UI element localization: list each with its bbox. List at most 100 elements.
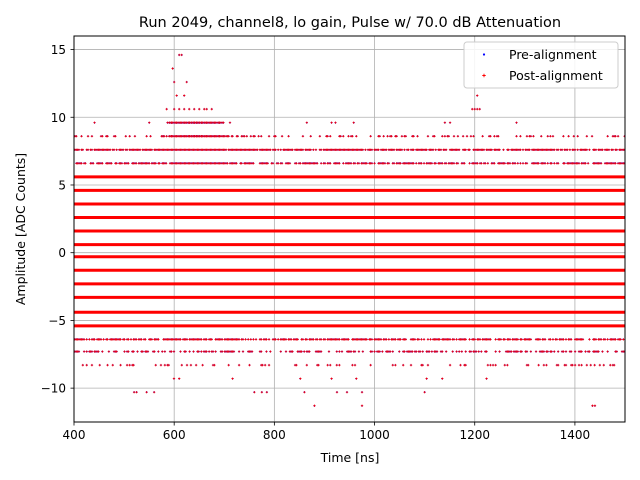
point-post [489, 135, 492, 138]
point-post [452, 338, 456, 341]
point-post [392, 162, 396, 165]
point-post [165, 135, 168, 138]
point-post [468, 338, 471, 341]
point-post [108, 148, 112, 151]
point-post [546, 350, 549, 353]
point-post [164, 162, 168, 165]
point-post [489, 363, 492, 367]
point-post [226, 162, 229, 165]
point-post [329, 162, 332, 165]
point-post [194, 363, 198, 367]
point-post [152, 391, 156, 394]
point-post [303, 350, 306, 353]
point-post [353, 363, 357, 367]
point-post [203, 121, 206, 124]
point-post [90, 363, 94, 367]
point-post [205, 107, 208, 111]
point-post [274, 338, 277, 341]
point-post [519, 162, 522, 165]
point-post [486, 363, 490, 367]
point-post [607, 148, 611, 151]
point-post [516, 350, 520, 353]
point-post [489, 338, 492, 341]
point-post [119, 338, 122, 341]
point-post [538, 338, 542, 341]
point-post [188, 350, 191, 353]
point-post [309, 135, 312, 138]
point-post [615, 350, 618, 353]
point-post [491, 363, 495, 367]
point-post [394, 338, 397, 341]
point-post [326, 363, 329, 367]
point-post [556, 363, 560, 367]
point-post [123, 338, 126, 341]
y-axis-label: Amplitude [ADC Counts] [13, 153, 28, 305]
point-post [540, 135, 543, 138]
point-post [537, 363, 540, 367]
point-post [431, 148, 435, 151]
point-post [319, 162, 323, 165]
point-post [473, 107, 476, 111]
point-post [75, 135, 78, 138]
point-post [515, 135, 518, 138]
point-post [198, 121, 201, 124]
point-post [564, 338, 568, 341]
point-post [439, 148, 443, 151]
point-post [128, 363, 131, 367]
point-post [591, 404, 594, 407]
point-post [400, 148, 404, 151]
point-post [444, 350, 448, 353]
point-post [537, 162, 540, 165]
point-post [335, 363, 338, 367]
point-post [370, 162, 374, 165]
point-post [614, 135, 617, 138]
point-post [245, 135, 249, 138]
point-post [77, 148, 81, 151]
point-post [455, 350, 458, 353]
point-post [81, 148, 85, 151]
point-post [434, 162, 437, 165]
point-post [312, 148, 315, 151]
point-post [433, 135, 436, 138]
point-post [342, 162, 345, 165]
point-post [115, 148, 118, 151]
point-post [305, 121, 309, 124]
point-post [370, 350, 374, 353]
point-post [135, 338, 138, 341]
point-post [342, 135, 345, 138]
point-post [573, 350, 577, 353]
point-post [136, 350, 139, 353]
point-post [327, 350, 331, 353]
point-post [279, 148, 282, 151]
point-post [521, 162, 525, 165]
point-post [127, 350, 130, 353]
point-post [553, 148, 556, 151]
point-post [525, 162, 529, 165]
point-post [210, 135, 213, 138]
point-post [167, 135, 171, 138]
point-post [478, 338, 482, 341]
point-post [149, 135, 152, 138]
point-post [385, 338, 388, 341]
point-post [257, 135, 260, 138]
point-post [243, 135, 246, 138]
point-post [609, 363, 612, 367]
point-post [577, 162, 581, 165]
point-post [360, 404, 364, 407]
point-post [347, 135, 350, 138]
point-post [411, 350, 414, 353]
point-post [570, 338, 573, 341]
point-post [82, 350, 86, 353]
point-post [265, 391, 269, 394]
point-post [235, 135, 238, 138]
point-post [481, 135, 484, 138]
point-post [88, 338, 91, 341]
point-post [200, 350, 203, 353]
point-post [480, 162, 483, 165]
point-post [589, 363, 592, 367]
chart-title: Run 2049, channel8, lo gain, Pulse w/ 70… [139, 15, 561, 31]
point-post [260, 135, 263, 138]
point-post [388, 350, 392, 353]
point-post [232, 350, 236, 353]
